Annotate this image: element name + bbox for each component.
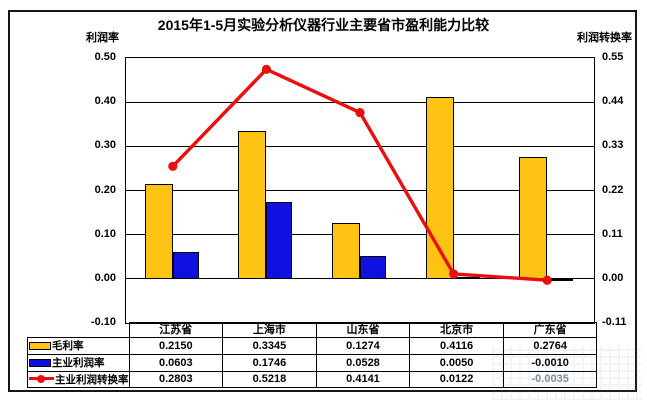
right-axis-tick: 0.44: [602, 95, 624, 108]
left-axis-tick: 0.10: [94, 227, 116, 240]
table-cell: 0.0122: [409, 371, 504, 388]
table-cell: 0.0528: [315, 354, 411, 372]
plot-area: [125, 57, 595, 324]
table-header-cell: 江苏省: [128, 322, 224, 338]
profit-conversion-line: [168, 64, 552, 285]
left-axis-tick: 0.50: [94, 51, 116, 63]
left-axis-tick: 0.20: [94, 183, 116, 196]
line-point-0: [168, 161, 178, 171]
table-cell: 0.2764: [502, 337, 598, 355]
left-axis-tick: 0.40: [94, 95, 116, 108]
gridline: [126, 278, 594, 280]
line-point-1: [261, 64, 271, 74]
table-header-cell: 山东省: [315, 322, 411, 338]
main-profit-bar-2: [360, 255, 386, 279]
left-axis-tick: 0.30: [94, 139, 116, 152]
table-cell: 0.5218: [222, 371, 317, 388]
line-point-2: [355, 107, 365, 118]
legend-label: 主业利润率: [52, 356, 105, 369]
table-cell: 0.2803: [128, 371, 224, 388]
right-axis-tick: 0.22: [602, 183, 624, 196]
main-profit-bar-1: [266, 201, 293, 279]
table-cell: 0.4141: [315, 371, 411, 388]
table-header-cell: 广东省: [502, 322, 598, 338]
legend-swatch-icon: [29, 341, 51, 350]
gross-margin-bar-1: [238, 131, 267, 279]
table-header-cell: 北京市: [409, 322, 504, 338]
left-axis-tick: 0.00: [94, 271, 116, 284]
table-header-cell: 上海市: [222, 322, 317, 338]
gridline: [126, 234, 594, 236]
gross-margin-bar-4: [519, 156, 548, 279]
table-cell: 0.2150: [128, 337, 224, 355]
table-cell: 0.0050: [409, 354, 504, 372]
gridline: [126, 190, 594, 191]
legend-swatch-icon: [29, 358, 51, 367]
chart-frame: [8, 10, 637, 392]
table-corner: [28, 323, 130, 338]
left-axis-tick: -0.10: [90, 316, 116, 328]
table-cell: 0.1746: [222, 354, 317, 372]
right-axis-tick: 0.11: [602, 227, 623, 240]
line-point-3: [449, 269, 459, 279]
legend-cell-bar-blue: 主业利润率: [27, 354, 130, 372]
table-cell: 0.0603: [128, 354, 224, 372]
table-cell: 0.4116: [409, 337, 504, 355]
gridline: [126, 101, 594, 103]
right-axis-tick: 0.33: [602, 139, 624, 152]
right-axis-tick: 0.55: [602, 51, 624, 63]
legend-line-icon: [29, 374, 54, 384]
gross-margin-bar-0: [144, 183, 173, 279]
data-table: 江苏省 上海市 山东省 北京市 广东省 毛利率 0.2150 0.3345 0.1274 0.41…: [27, 322, 598, 388]
right-axis-title: 利润转换率: [577, 32, 632, 44]
gridline: [126, 145, 594, 147]
table-cell: -0.0035: [502, 371, 598, 388]
left-axis-title: 利润率: [86, 32, 119, 44]
legend-cell-line-red: 主业利润转换率: [27, 371, 130, 388]
chart-title: 2015年1-5月实验分析仪器行业主要省市盈利能力比较: [157, 17, 490, 33]
right-axis-tick: 0.00: [602, 271, 624, 284]
gross-margin-bar-2: [332, 222, 360, 279]
table-cell: -0.0010: [502, 354, 598, 372]
right-axis-tick: -0.11: [602, 316, 627, 328]
legend-cell-bar-yellow: 毛利率: [27, 337, 130, 355]
legend-label: 毛利率: [52, 339, 84, 352]
table-cell: 0.3345: [222, 337, 317, 355]
table-cell: 0.1274: [315, 337, 411, 355]
line-point-4: [542, 275, 552, 285]
legend-label: 主业利润转换率: [55, 373, 129, 386]
main-profit-bar-0: [172, 252, 199, 279]
